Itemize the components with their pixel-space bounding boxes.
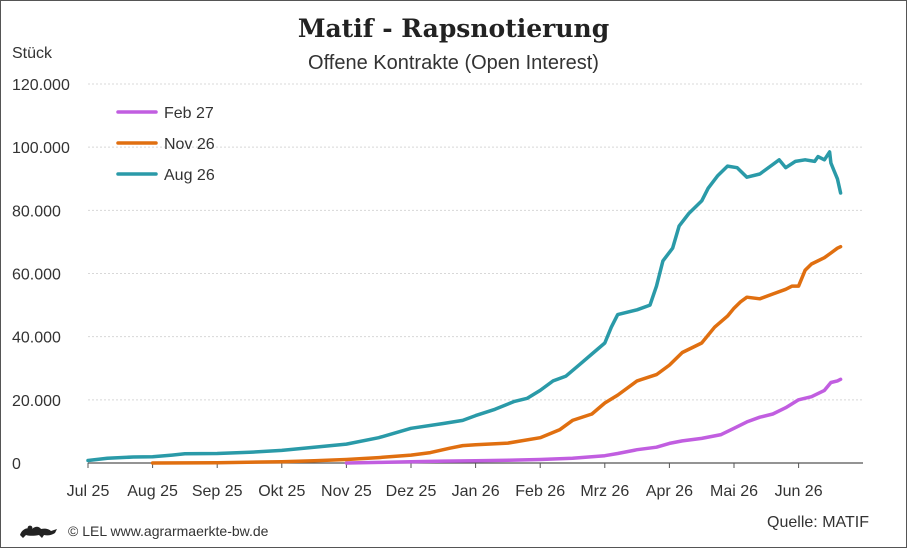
y-tick-label: 0 [12,456,21,473]
copyright-text: © LEL www.agrarmaerkte-bw.de [68,523,269,539]
y-tick-label: 40.000 [12,330,61,347]
legend-label: Feb 27 [164,105,214,122]
y-tick-label: 60.000 [12,267,61,284]
y-tick-label: 80.000 [12,203,61,220]
lion-icon [20,525,57,538]
x-tick-label: Sep 25 [192,483,243,500]
legend-label: Aug 26 [164,167,215,184]
x-tick-label: Aug 25 [127,483,178,500]
series-line [150,244,843,465]
y-tick-label: 20.000 [12,393,61,410]
chart-title: Matif - Rapsnotierung [297,14,610,43]
x-tick-label: Nov 25 [321,483,372,500]
y-tick-label: 100.000 [12,140,70,157]
x-tick-label: Mai 26 [710,483,758,500]
footer-credit: © LEL www.agrarmaerkte-bw.de [18,523,268,539]
x-tick-label: Jan 26 [452,483,500,500]
x-tick-label: Mrz 26 [580,483,629,500]
x-tick-label: Jul 25 [67,483,110,500]
x-tick-label: Feb 26 [515,483,565,500]
x-tick-label: Jun 26 [775,483,823,500]
y-axis-label: Stück [12,45,53,62]
x-tick-label: Dez 25 [386,483,437,500]
series-line [86,150,843,463]
source-text: Quelle: MATIF [767,514,869,531]
x-tick-label: Apr 26 [646,483,693,500]
chart-subtitle: Offene Kontrakte (Open Interest) [308,52,599,74]
series-line [344,377,843,465]
y-tick-label: 120.000 [12,77,70,94]
x-tick-label: Okt 25 [258,483,305,500]
legend-label: Nov 26 [164,136,215,153]
